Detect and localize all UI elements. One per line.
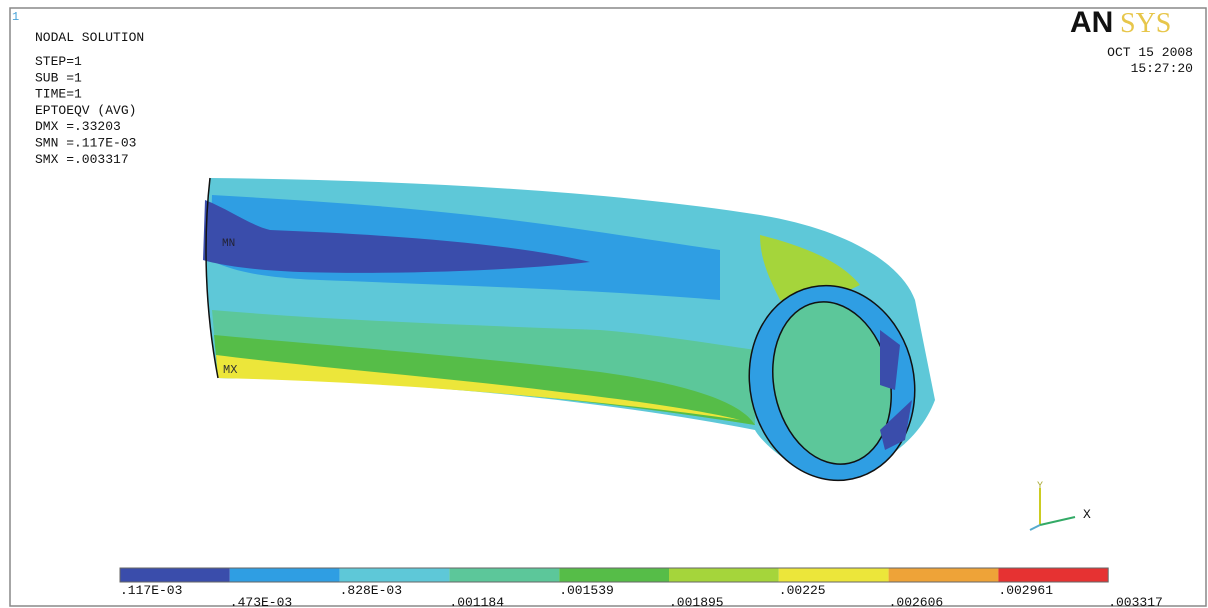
legend-swatch <box>889 568 999 582</box>
legend-label: .117E-03 <box>120 583 182 598</box>
legend-label: .828E-03 <box>340 583 402 598</box>
triad-x-label: X <box>1083 507 1091 522</box>
ansys-window: 1 AN SYS OCT 15 2008 15:27:20 NODAL SOLU… <box>0 0 1208 608</box>
legend-swatch <box>669 568 779 582</box>
legend-swatch <box>559 568 669 582</box>
triad-y-label: Y <box>1037 481 1043 492</box>
header-line: SMN =.117E-03 <box>35 136 136 151</box>
header-line: TIME=1 <box>35 87 82 102</box>
legend-label: .473E-03 <box>230 595 292 608</box>
legend-swatch <box>779 568 889 582</box>
legend-label: .001539 <box>559 583 614 598</box>
date: OCT 15 2008 <box>1107 45 1193 60</box>
header-line: DMX =.33203 <box>35 119 121 134</box>
max-marker: MX <box>223 363 237 377</box>
header-line: SMX =.003317 <box>35 152 129 167</box>
legend-label: .00225 <box>779 583 826 598</box>
legend-swatch <box>340 568 450 582</box>
window-number: 1 <box>12 10 19 24</box>
legend-swatch <box>449 568 559 582</box>
brand-left: AN <box>1070 6 1113 39</box>
legend-label: .001184 <box>449 595 504 608</box>
brand-right: SYS <box>1120 8 1171 39</box>
legend-label: .002606 <box>889 595 944 608</box>
legend-label: .003317 <box>1108 595 1163 608</box>
header-line: SUB =1 <box>35 70 82 85</box>
legend-label: .001895 <box>669 595 724 608</box>
time: 15:27:20 <box>1131 61 1193 76</box>
legend-swatch <box>120 568 230 582</box>
header-line: STEP=1 <box>35 54 82 69</box>
min-marker: MN <box>222 238 235 250</box>
legend-label: .002961 <box>998 583 1053 598</box>
legend-swatch <box>230 568 340 582</box>
legend-swatch <box>998 568 1108 582</box>
plot-title: NODAL SOLUTION <box>35 30 144 45</box>
header-line: EPTOEQV (AVG) <box>35 103 136 118</box>
